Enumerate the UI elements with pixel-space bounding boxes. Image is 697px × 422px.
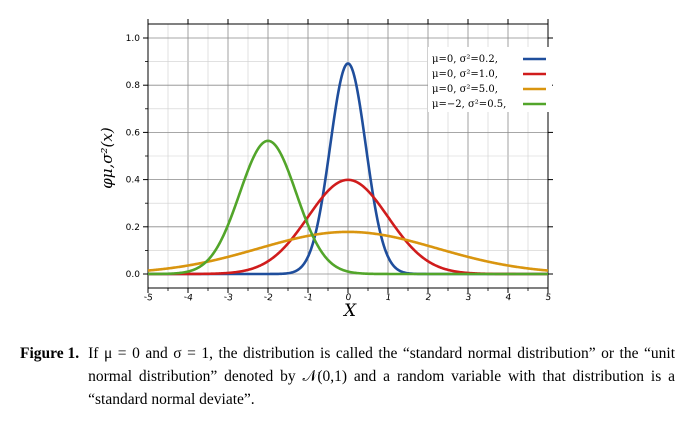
y-tick-label: 1.0 — [126, 34, 141, 44]
y-tick-label: 0.8 — [126, 81, 141, 91]
x-tick-label: 1 — [385, 293, 392, 304]
caption-label: Figure 1. — [20, 345, 80, 362]
x-tick-label: -1 — [303, 292, 313, 303]
normal-distribution-chart: -5 -4 -3 -2 -1 0 1 2 3 4 5 0.0 0.2 0.4 0.6 0.8 1.0 μ=0, … — [98, 19, 553, 321]
caption-text: If μ = 0 and σ = 1, the distribution is … — [88, 345, 675, 408]
x-tick-label: 0 — [345, 293, 352, 304]
series-line-3 — [147, 230, 549, 272]
legend-entry-label: μ=0, σ²=1.0, — [432, 69, 498, 80]
x-tick-label: 4 — [505, 293, 512, 304]
y-tick-label: 0.0 — [126, 270, 141, 280]
x-tick-label: 5 — [545, 293, 552, 304]
figure-caption: Figure 1. If μ = 0 and σ = 1, the distri… — [20, 342, 675, 411]
x-tick-label: 2 — [425, 293, 432, 304]
x-tick-label: -3 — [223, 292, 233, 303]
y-axis-label: φμ,σ²(x) — [98, 127, 116, 189]
x-tick-label: -4 — [183, 292, 194, 303]
legend-entry-label: μ=0, σ²=0.2, — [432, 54, 498, 65]
x-tick-label: -5 — [143, 292, 153, 303]
legend-entry-label: μ=−2, σ²=0.5, — [432, 99, 506, 110]
y-tick-label: 0.6 — [126, 128, 141, 138]
y-tick-label: 0.4 — [126, 176, 141, 186]
x-tick-label: 3 — [465, 293, 472, 304]
axis-ticks: -5 -4 -3 -2 -1 0 1 2 3 4 5 0.0 0.2 0.4 0.6 0.8 1.0 — [126, 19, 553, 304]
legend-entry-label: μ=0, σ²=5.0, — [432, 84, 498, 95]
y-tick-label: 0.2 — [126, 223, 140, 233]
x-axis-label: X — [342, 301, 357, 321]
x-tick-label: -2 — [263, 292, 273, 303]
legend: μ=0, σ²=0.2, μ=0, σ²=1.0, μ=0, σ²=5.0, μ=−2… — [428, 47, 552, 112]
series-curves — [147, 62, 549, 276]
series-line-4 — [147, 139, 549, 276]
